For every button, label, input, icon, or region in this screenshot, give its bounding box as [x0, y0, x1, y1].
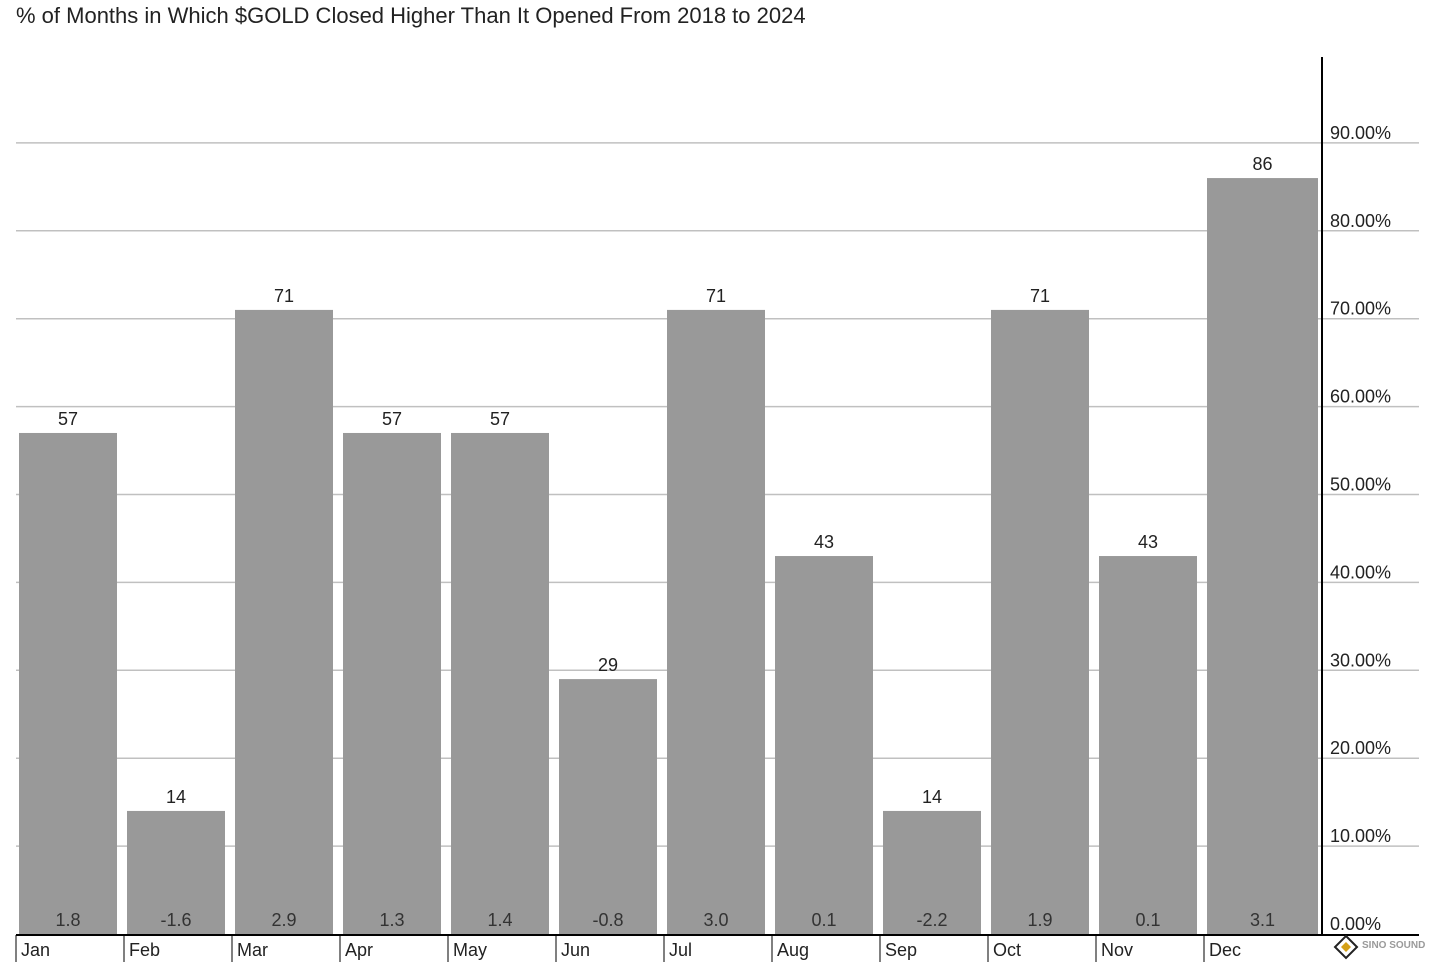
bar-jul: [667, 309, 765, 934]
x-tick-label-sep: Sep: [885, 940, 917, 960]
bar-inner-label: -2.2: [916, 910, 947, 930]
bar-value-label: 71: [1030, 286, 1050, 306]
diamond-logo-icon: [1333, 934, 1359, 960]
bar-value-label: 57: [490, 409, 510, 429]
bar-aug: [775, 556, 873, 934]
y-tick-label: 90.00%: [1330, 123, 1391, 143]
diamond-logo-core-icon: [1341, 942, 1351, 952]
y-tick-label: 50.00%: [1330, 475, 1391, 495]
bar-value-label: 29: [598, 655, 618, 675]
y-tick-label: 20.00%: [1330, 738, 1391, 758]
x-tick-label-nov: Nov: [1101, 940, 1133, 960]
y-tick-label: 70.00%: [1330, 299, 1391, 319]
watermark-text: SINO SOUND: [1362, 940, 1425, 951]
x-tick-label-mar: Mar: [237, 940, 268, 960]
bar-inner-label: 1.3: [379, 910, 404, 930]
x-tick-label-dec: Dec: [1209, 940, 1241, 960]
bar-value-label: 71: [706, 286, 726, 306]
bar-oct: [991, 309, 1089, 934]
x-tick-label-feb: Feb: [129, 940, 160, 960]
bar-dec: [1207, 178, 1318, 934]
y-tick-label: 30.00%: [1330, 650, 1391, 670]
bar-jan: [19, 432, 117, 934]
bar-inner-label: 3.1: [1250, 910, 1275, 930]
bar-value-label: 71: [274, 286, 294, 306]
bar-value-label: 14: [922, 787, 942, 807]
bar-inner-label: 3.0: [703, 910, 728, 930]
bar-may: [451, 432, 549, 934]
y-tick-label: 80.00%: [1330, 211, 1391, 231]
bar-inner-label: 1.4: [487, 910, 512, 930]
bar-inner-label: 1.9: [1027, 910, 1052, 930]
bar-nov: [1099, 556, 1197, 934]
bar-value-label: 43: [1138, 532, 1158, 552]
bar-inner-label: 2.9: [271, 910, 296, 930]
x-tick-label-apr: Apr: [345, 940, 373, 960]
bar-value-label: 43: [814, 532, 834, 552]
y-tick-label: 60.00%: [1330, 387, 1391, 407]
x-tick-label-aug: Aug: [777, 940, 809, 960]
bar-inner-label: 0.1: [1135, 910, 1160, 930]
bar-value-label: 14: [166, 787, 186, 807]
x-tick-label-jun: Jun: [561, 940, 590, 960]
bar-mar: [235, 309, 333, 934]
bar-value-label: 86: [1252, 154, 1272, 174]
x-tick-label-jul: Jul: [669, 940, 692, 960]
x-tick-label-jan: Jan: [21, 940, 50, 960]
y-tick-label: 40.00%: [1330, 562, 1391, 582]
x-tick-label-oct: Oct: [993, 940, 1021, 960]
x-tick-label-may: May: [453, 940, 487, 960]
bar-inner-label: 0.1: [811, 910, 836, 930]
y-tick-label: 0.00%: [1330, 914, 1381, 934]
bar-inner-label: 1.8: [55, 910, 80, 930]
y-tick-label: 10.00%: [1330, 826, 1391, 846]
bar-inner-label: -1.6: [160, 910, 191, 930]
chart-title: % of Months in Which $GOLD Closed Higher…: [16, 3, 806, 28]
bar-value-label: 57: [58, 409, 78, 429]
bar-value-label: 57: [382, 409, 402, 429]
bar-feb: [127, 810, 225, 934]
bar-apr: [343, 432, 441, 934]
bar-jun: [559, 679, 657, 934]
bar-sep: [883, 810, 981, 934]
bar-inner-label: -0.8: [592, 910, 623, 930]
